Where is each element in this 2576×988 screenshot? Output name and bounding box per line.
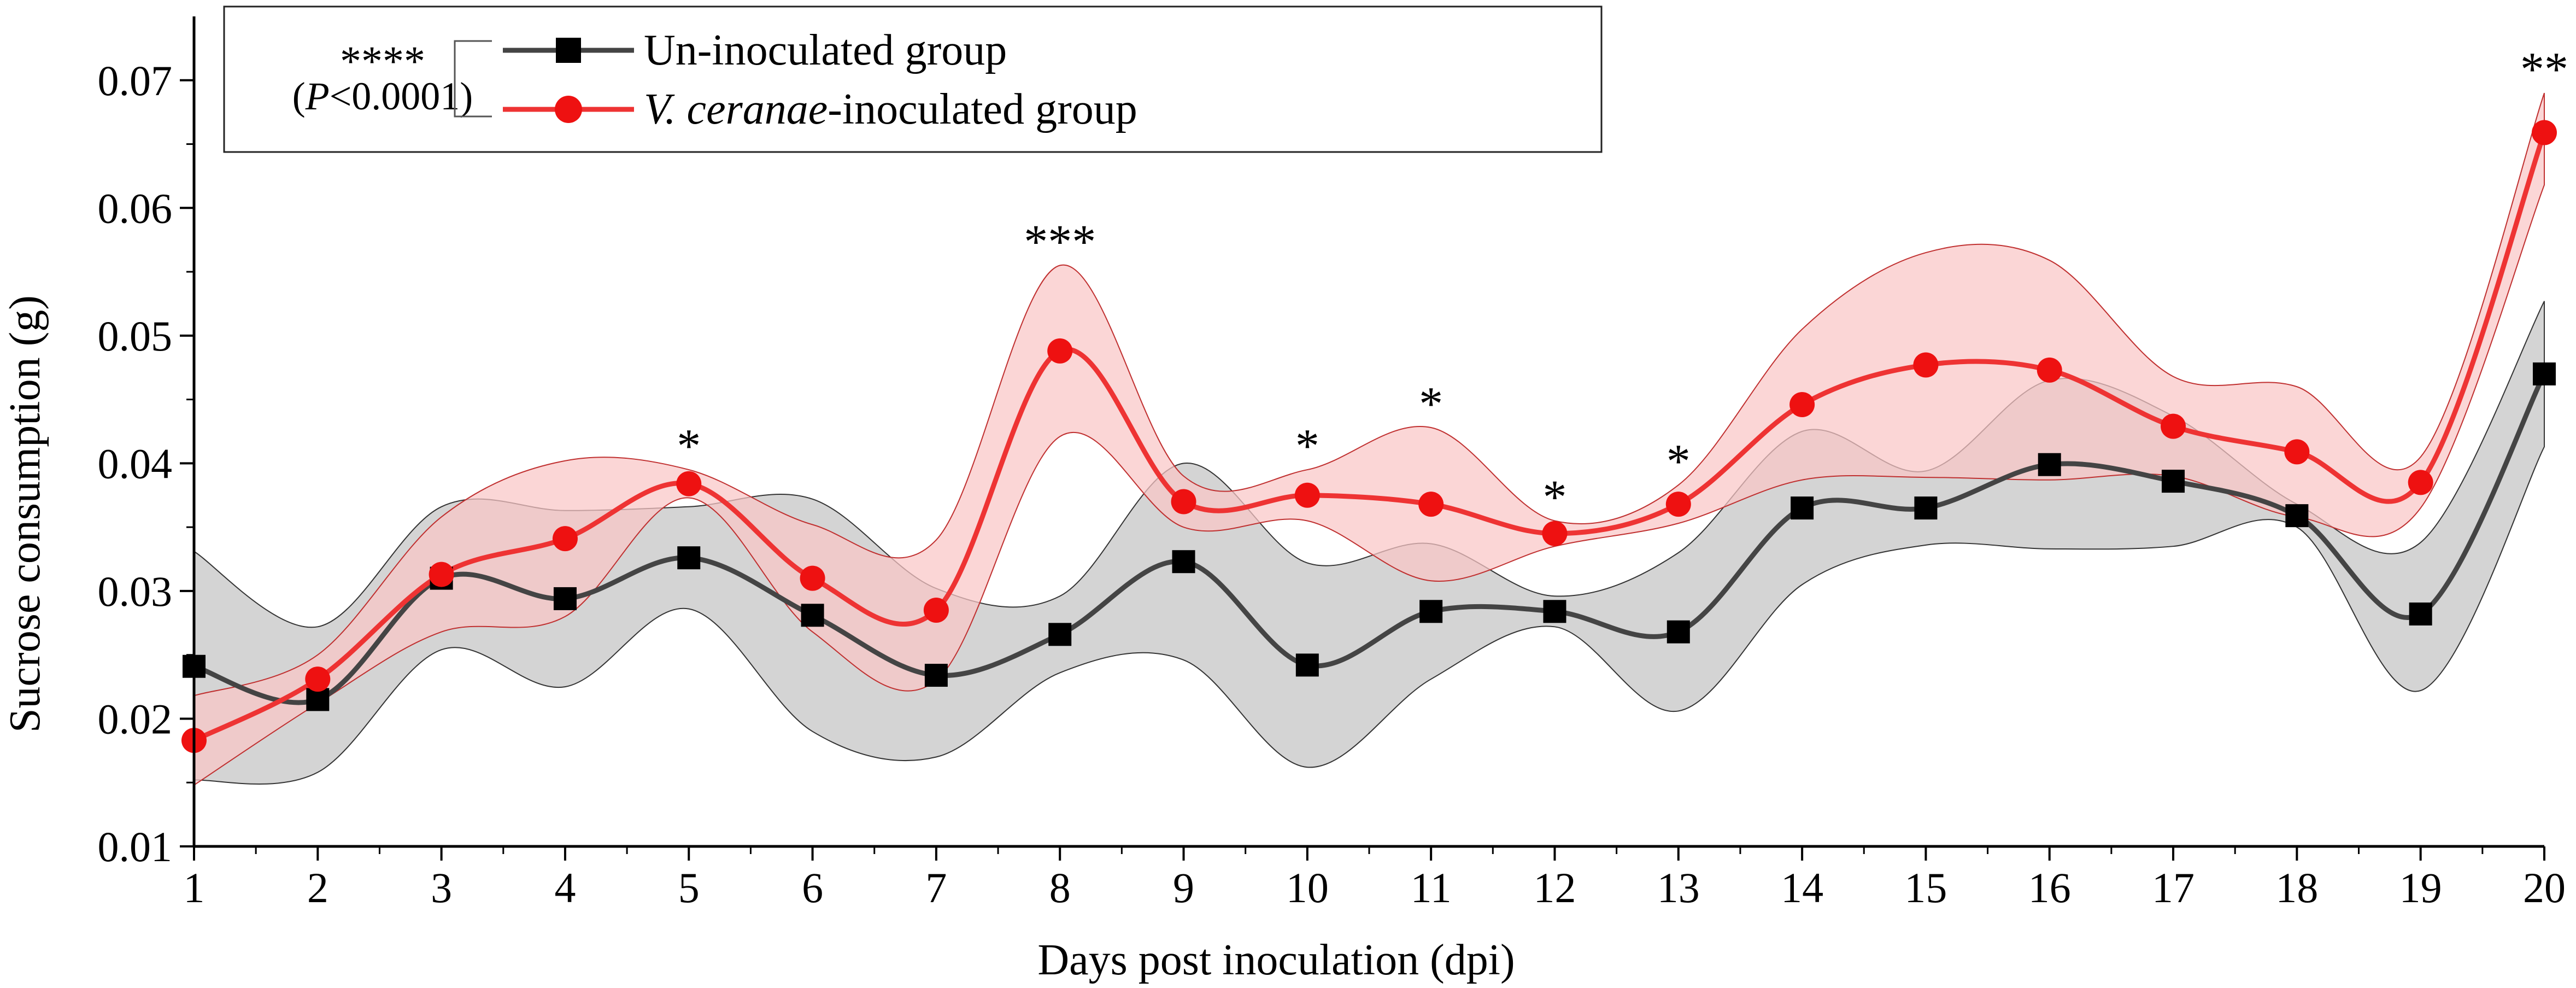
y-tick-label-0.02: 0.02	[98, 695, 173, 743]
legend-label-vc-species: V. ceranae	[644, 85, 828, 133]
x-tick-label-6: 6	[802, 864, 823, 911]
legend-bracket	[454, 40, 492, 118]
legend-box	[223, 5, 1603, 153]
x-tick-label-10: 10	[1286, 864, 1329, 911]
un-inoculated-band	[193, 301, 2545, 785]
v-ceranae-point-11	[1418, 492, 1444, 517]
x-tick-label-20: 20	[2523, 864, 2566, 911]
y-tick-label-0.04: 0.04	[98, 440, 173, 487]
significance-marker-13: *	[1667, 435, 1691, 488]
v-ceranae-point-16	[2037, 357, 2062, 383]
un-inoculated-point-10	[1295, 653, 1319, 677]
legend-p-value: (P<0.0001)	[292, 74, 473, 118]
x-tick-label-12: 12	[1533, 864, 1576, 911]
v-ceranae-point-8	[1047, 338, 1073, 364]
v-ceranae-point-18	[2284, 439, 2310, 465]
v-ceranae-line	[193, 132, 2547, 743]
v-ceranae-point-7	[923, 597, 949, 623]
x-tick-label-16: 16	[2028, 864, 2071, 911]
x-tick-label-2: 2	[307, 864, 328, 911]
un-inoculated-point-20	[2533, 362, 2556, 385]
v-ceranae-point-5	[676, 471, 702, 496]
x-axis-label: Days post inoculation (dpi)	[1037, 936, 1515, 984]
legend: **** (P<0.0001) Un-inoculated group V. c…	[223, 5, 1603, 153]
x-tick-label-14: 14	[1781, 864, 1823, 911]
un-inoculated-point-11	[1419, 600, 1443, 623]
significance-marker-11: *	[1419, 378, 1443, 431]
x-tick-label-3: 3	[431, 864, 452, 911]
un-inoculated-point-2	[306, 688, 330, 711]
x-tick-label-15: 15	[1904, 864, 1947, 911]
legend-marker-un	[556, 38, 581, 63]
v-ceranae-point-14	[1789, 391, 1815, 417]
un-inoculated-point-4	[553, 587, 577, 610]
bands	[193, 92, 2545, 786]
y-axis-label: Sucrose consumption (g)	[1, 295, 49, 733]
x-tick-label-9: 9	[1173, 864, 1194, 911]
significance-marker-5: *	[677, 420, 701, 473]
legend-p-rest: <0.0001	[330, 74, 460, 118]
un-inoculated-point-19	[2409, 602, 2432, 625]
y-tick-label-0.06: 0.06	[98, 184, 173, 232]
x-tick-label-11: 11	[1411, 864, 1452, 911]
legend-p-letter: P	[305, 74, 330, 118]
v-ceranae-point-10	[1294, 482, 1320, 508]
v-ceranae-point-19	[2408, 470, 2433, 495]
v-ceranae-point-12	[1542, 521, 1568, 546]
x-tick-label-7: 7	[925, 864, 947, 911]
un-inoculated-point-7	[924, 664, 948, 687]
legend-label-vc-rest: -inoculated group	[828, 85, 1137, 133]
un-inoculated-point-6	[801, 604, 824, 627]
x-tick-label-18: 18	[2275, 864, 2318, 911]
significance-marker-8: ***	[1024, 215, 1096, 268]
x-tick-label-8: 8	[1049, 864, 1071, 911]
v-ceranae-band	[193, 92, 2545, 786]
un-inoculated-point-8	[1048, 623, 1072, 646]
significance-marker-10: *	[1295, 420, 1319, 473]
lines	[193, 132, 2547, 743]
un-inoculated-point-9	[1172, 550, 1195, 574]
v-ceranae-point-17	[2161, 413, 2186, 439]
v-ceranae-point-9	[1171, 489, 1196, 515]
x-tick-label-17: 17	[2152, 864, 2194, 911]
x-tick-label-13: 13	[1657, 864, 1700, 911]
y-tick-label-0.01: 0.01	[98, 823, 173, 870]
un-inoculated-point-17	[2162, 470, 2185, 493]
un-inoculated-point-18	[2285, 504, 2309, 528]
v-ceranae-point-15	[1913, 352, 1939, 378]
v-ceranae-point-13	[1665, 492, 1691, 517]
un-inoculated-line	[193, 372, 2547, 705]
markers	[181, 120, 2557, 753]
un-inoculated-point-15	[1914, 496, 1938, 520]
significance-marker-20: **	[2520, 43, 2568, 96]
v-ceranae-point-4	[552, 526, 578, 552]
un-inoculated-point-12	[1543, 600, 1566, 623]
annotations: **********	[677, 43, 2568, 524]
x-tick-label-19: 19	[2399, 864, 2442, 911]
x-tick-label-1: 1	[184, 864, 205, 911]
y-tick-label-0.07: 0.07	[98, 57, 173, 104]
un-inoculated-point-16	[2038, 453, 2061, 476]
legend-label-un: Un-inoculated group	[644, 26, 1007, 74]
y-tick-label-0.03: 0.03	[98, 568, 173, 615]
v-ceranae-point-20	[2532, 120, 2557, 145]
legend-marker-vc	[555, 96, 582, 123]
un-inoculated-point-5	[677, 546, 701, 570]
v-ceranae-point-2	[305, 667, 331, 692]
v-ceranae-point-3	[429, 562, 454, 587]
v-ceranae-point-6	[800, 565, 825, 591]
axes: 1 2 3 4 5 6 7 8 9 10 11 12 13 14 15 16 17 18 19 200.010.020…	[98, 16, 2566, 911]
x-tick-label-5: 5	[678, 864, 700, 911]
un-inoculated-point-13	[1667, 620, 1690, 644]
un-inoculated-point-14	[1791, 496, 1814, 520]
significance-marker-12: *	[1542, 471, 1566, 524]
legend-label-vc: V. ceranae-inoculated group	[644, 85, 1137, 133]
legend-significance: ****	[340, 37, 425, 85]
y-tick-label-0.05: 0.05	[98, 312, 173, 360]
x-tick-label-4: 4	[554, 864, 576, 911]
